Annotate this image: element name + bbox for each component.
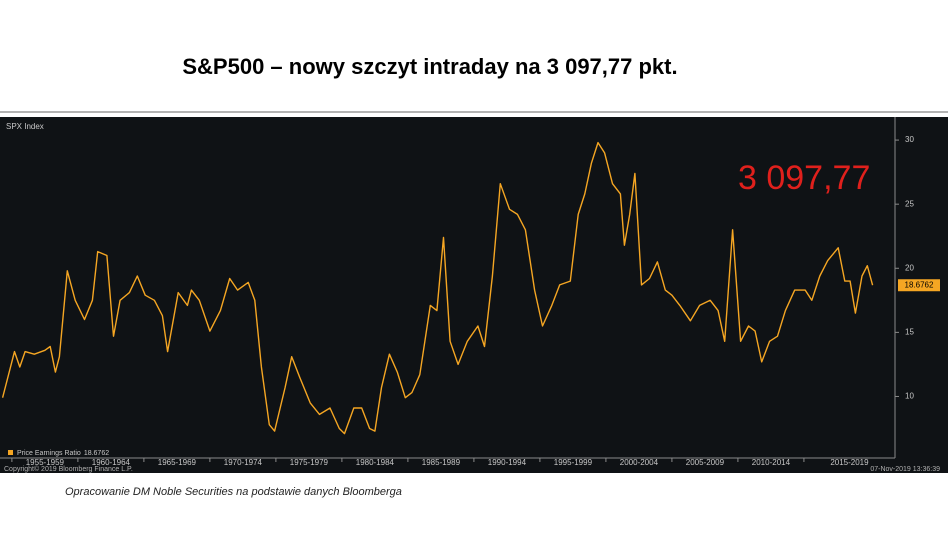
legend-label: Price Earnings Ratio 18.6762 [17,450,109,457]
x-tick-label: 1990-1994 [488,458,527,467]
x-tick-label: 1985-1989 [422,458,461,467]
y-tick-label: 15 [905,327,914,336]
x-tick-label: 1960-1964 [92,458,131,467]
timestamp: 07-Nov-2019 13:36:39 [870,466,940,473]
x-tick-label: 1980-1984 [356,458,395,467]
chart-panel [0,117,948,473]
legend-value: 18.6762 [84,450,109,457]
panel-label: SPX Index [6,122,44,131]
slide-title: S&P500 – nowy szczyt intraday na 3 097,7… [182,54,677,79]
series-line [1,141,874,435]
y-tick-label: 30 [905,135,914,144]
x-tick-label: 1955-1959 [26,458,65,467]
copyright: Copyright© 2019 Bloomberg Finance L.P. [4,465,133,473]
y-tick-label: 25 [905,199,914,208]
last-value-box [898,279,940,292]
y-tick-label: 10 [905,392,914,401]
legend-swatch [8,450,13,455]
plot: 10 15 20 25 30 1955-1959 1960-1964 1965-1969 197… [1,135,940,467]
last-value-label: 18.6762 [905,280,934,289]
x-tick-label: 2015-2019 [830,458,869,467]
x-tick-label: 1965-1969 [158,458,197,467]
source-note: Opracowanie DM Noble Securities na podst… [65,486,402,498]
x-tick-label: 1970-1974 [224,458,263,467]
x-tick-label: 1995-1999 [554,458,593,467]
x-tick-label: 2010-2014 [752,458,791,467]
y-tick-label: 20 [905,263,914,272]
x-tick-label: 2000-2004 [620,458,659,467]
x-tick-label: 1975-1979 [290,458,329,467]
price-annotation: 3 097,77 [738,159,870,197]
x-tick-label: 2005-2009 [686,458,725,467]
